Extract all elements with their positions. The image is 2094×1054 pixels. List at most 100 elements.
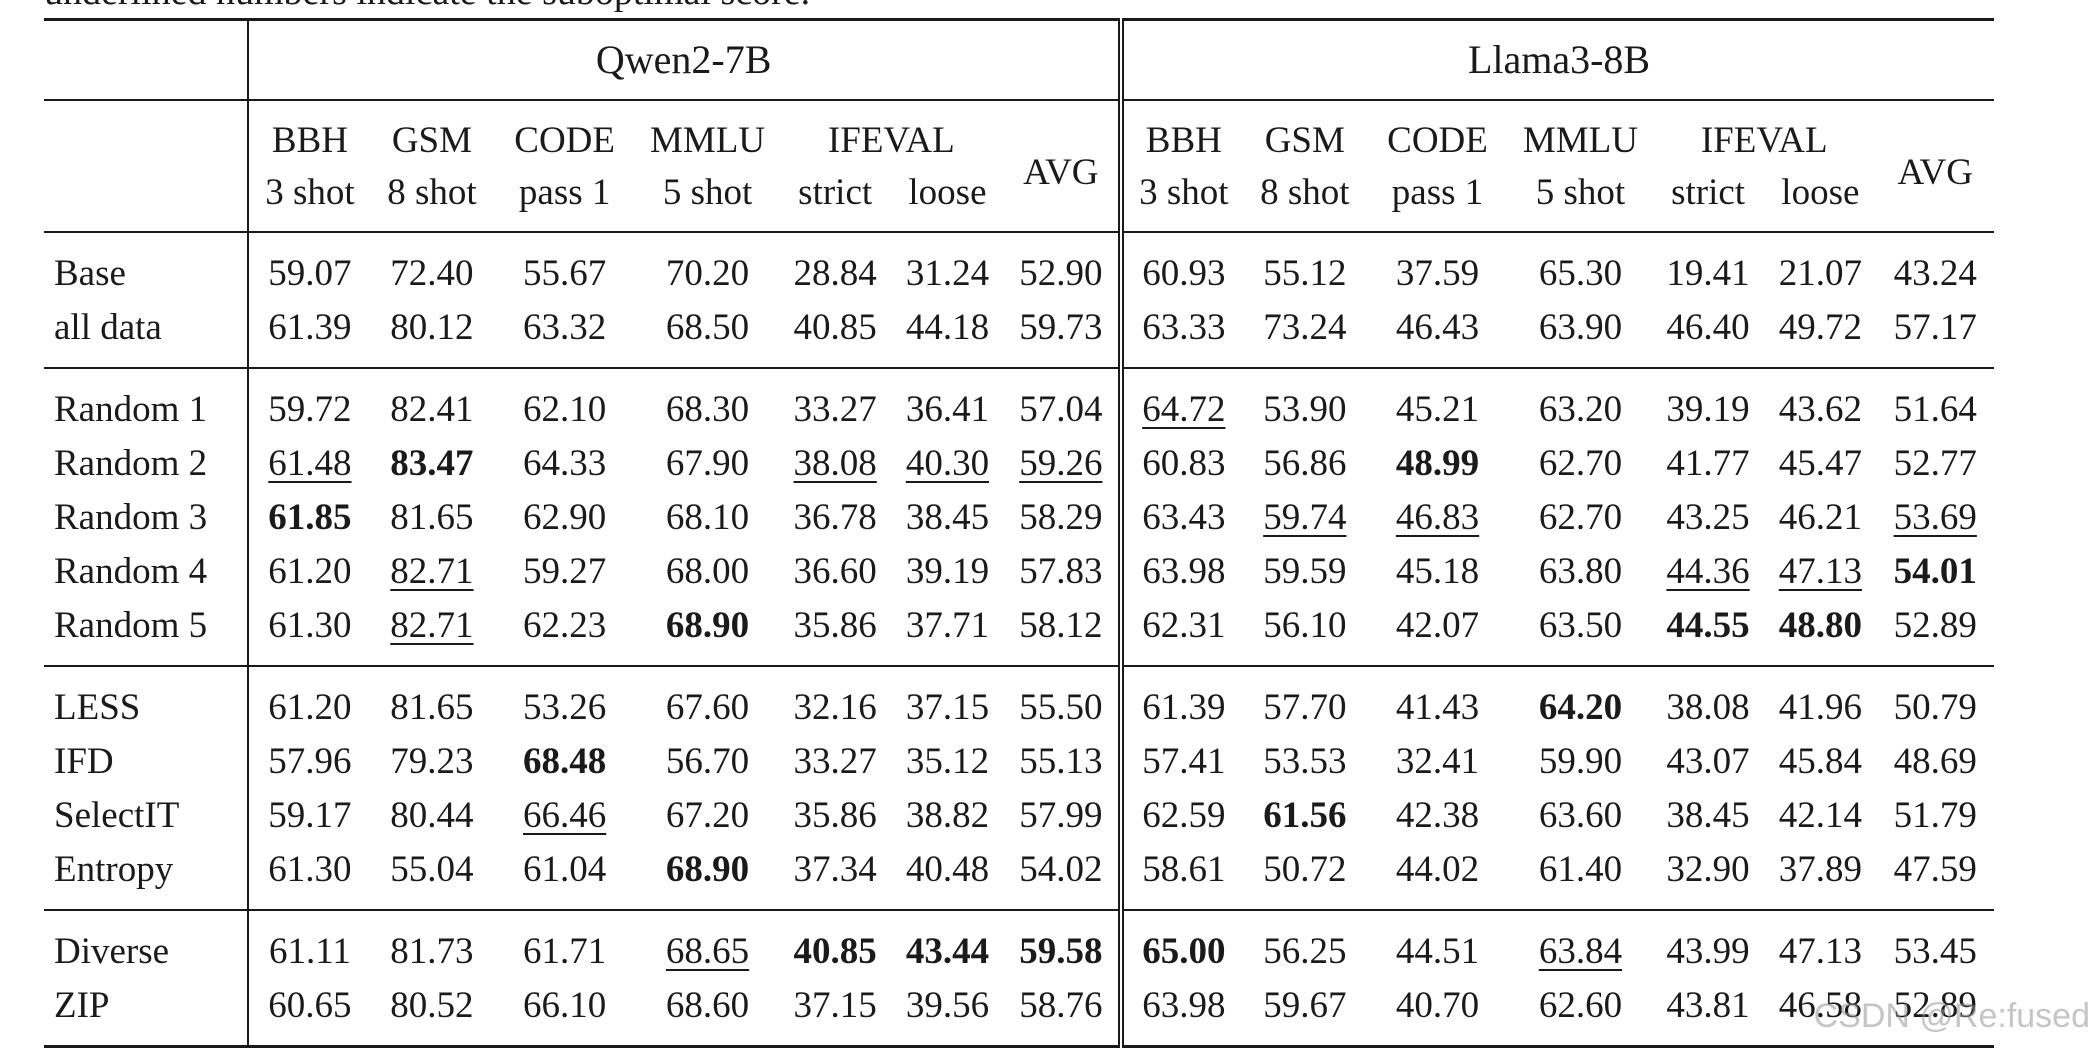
score-cell: 59.27 xyxy=(523,551,607,592)
score-cell: 40.48 xyxy=(905,849,990,890)
method-name: Diverse xyxy=(44,909,249,979)
sub-loose: loose xyxy=(1781,172,1860,213)
sub-bbh: 3 shot xyxy=(247,167,371,232)
hdr-code: CODE xyxy=(493,99,637,167)
score-cell: 55.13 xyxy=(1019,741,1103,782)
score-cell: 63.32 xyxy=(523,307,607,348)
sub-gsm: 8 shot xyxy=(1260,172,1350,213)
group-header-row: Qwen2-7B Llama3-8B xyxy=(44,18,1994,100)
score-cell: 63.60 xyxy=(1538,795,1623,836)
score-cell: 42.14 xyxy=(1778,795,1862,836)
score-cell: 36.60 xyxy=(793,551,877,592)
score-cell: 61.85 xyxy=(247,491,371,545)
table-row: Entropy 61.30 55.04 61.04 68.90 37.34 40.48 54.… xyxy=(44,843,1994,910)
method-name: Random 1 xyxy=(44,367,249,437)
score-cell: 62.60 xyxy=(1508,979,1652,1048)
score-cell: 38.45 xyxy=(1666,795,1750,836)
score-cell: 59.90 xyxy=(1538,741,1623,782)
hdr-gsm: GSM xyxy=(1243,99,1367,167)
table-row: Base 59.07 72.40 55.67 70.20 28.84 31.24 52.90 6… xyxy=(44,231,1994,301)
score-cell: 33.27 xyxy=(779,367,892,437)
method-name: LESS xyxy=(44,665,249,735)
hdr-bbh: BBH xyxy=(247,99,371,167)
table-row: IFD 57.96 79.23 68.48 56.70 33.27 35.12 55.13 57… xyxy=(44,735,1994,789)
score-cell: 57.70 xyxy=(1243,665,1367,735)
score-cell: 65.30 xyxy=(1508,231,1652,301)
score-cell: 39.19 xyxy=(1651,367,1765,437)
score-cell: 47.59 xyxy=(1893,849,1977,890)
score-cell: 40.70 xyxy=(1366,979,1509,1048)
score-cell: 62.59 xyxy=(1118,789,1244,843)
score-cell: 58.61 xyxy=(1118,843,1244,910)
score-cell: 61.04 xyxy=(523,849,607,890)
score-cell: 66.46 xyxy=(523,795,607,836)
score-cell: 38.82 xyxy=(905,795,990,836)
score-cell: 61.20 xyxy=(247,545,371,599)
score-cell: 81.65 xyxy=(390,497,474,538)
score-cell: 63.98 xyxy=(1118,979,1244,1048)
score-cell: 61.39 xyxy=(247,301,371,368)
score-cell: 68.00 xyxy=(665,551,750,592)
group-llama: Llama3-8B xyxy=(1118,18,1994,100)
score-cell: 60.65 xyxy=(247,979,371,1048)
score-cell: 38.08 xyxy=(793,443,877,484)
score-cell: 65.00 xyxy=(1118,909,1244,979)
hdr-bbh: BBH xyxy=(1118,99,1244,167)
score-cell: 61.30 xyxy=(247,843,371,910)
score-cell: 44.02 xyxy=(1395,849,1480,890)
score-cell: 32.41 xyxy=(1395,741,1480,782)
score-cell: 43.07 xyxy=(1666,741,1750,782)
score-cell: 52.89 xyxy=(1893,605,1977,646)
sub-bbh: 3 shot xyxy=(1118,167,1244,232)
score-cell: 59.17 xyxy=(247,789,371,843)
sub-mmlu: 5 shot xyxy=(662,172,753,213)
score-cell: 51.79 xyxy=(1893,795,1977,836)
method-name: Random 3 xyxy=(54,497,208,538)
score-cell: 68.90 xyxy=(665,605,750,646)
score-cell: 63.98 xyxy=(1118,545,1244,599)
score-cell: 43.25 xyxy=(1666,497,1750,538)
table-row: SelectIT 59.17 80.44 66.46 67.20 35.86 38.82 57… xyxy=(44,789,1994,843)
score-cell: 61.39 xyxy=(1118,665,1244,735)
score-cell: 28.84 xyxy=(779,231,892,301)
score-cell: 55.04 xyxy=(390,849,474,890)
score-cell: 41.43 xyxy=(1366,665,1509,735)
score-cell: 45.18 xyxy=(1395,551,1480,592)
results-table: Qwen2-7B Llama3-8B BBH GSM CODE MMLU IFE… xyxy=(44,18,1994,1048)
score-cell: 63.84 xyxy=(1508,909,1652,979)
score-cell: 38.08 xyxy=(1651,665,1765,735)
score-cell: 68.30 xyxy=(636,367,780,437)
score-cell: 36.41 xyxy=(891,367,1004,437)
score-cell: 79.23 xyxy=(390,741,474,782)
sub-strict: strict xyxy=(1671,172,1746,213)
score-cell: 48.80 xyxy=(1778,605,1862,646)
score-cell: 48.69 xyxy=(1893,741,1977,782)
score-cell: 61.20 xyxy=(247,665,371,735)
score-cell: 68.48 xyxy=(523,741,607,782)
score-cell: 33.27 xyxy=(793,741,877,782)
score-cell: 37.15 xyxy=(779,979,892,1048)
hdr-ifeval: IFEVAL xyxy=(779,99,1004,167)
score-cell: 55.12 xyxy=(1243,231,1367,301)
score-cell: 83.47 xyxy=(390,443,474,484)
corner-cell xyxy=(44,18,249,100)
table-row: Random 1 59.72 82.41 62.10 68.30 33.27 36.41 57… xyxy=(44,367,1994,437)
score-cell: 39.19 xyxy=(905,551,990,592)
watermark: CSDN @Re:fused xyxy=(1813,997,2090,1035)
score-cell: 53.53 xyxy=(1263,741,1347,782)
score-cell: 53.69 xyxy=(1893,497,1977,538)
score-cell: 40.85 xyxy=(779,909,892,979)
score-cell: 66.10 xyxy=(493,979,637,1048)
score-cell: 32.16 xyxy=(779,665,892,735)
score-cell: 45.84 xyxy=(1778,741,1862,782)
score-cell: 32.90 xyxy=(1666,849,1750,890)
method-name: IFD xyxy=(54,741,114,782)
score-cell: 53.45 xyxy=(1876,909,1994,979)
method-name: all data xyxy=(54,307,162,348)
score-cell: 73.24 xyxy=(1263,307,1347,348)
score-cell: 35.12 xyxy=(905,741,990,782)
score-cell: 59.26 xyxy=(1019,443,1103,484)
score-cell: 59.73 xyxy=(1019,307,1103,348)
score-cell: 63.43 xyxy=(1118,491,1244,545)
corner-cell-2 xyxy=(44,99,249,232)
